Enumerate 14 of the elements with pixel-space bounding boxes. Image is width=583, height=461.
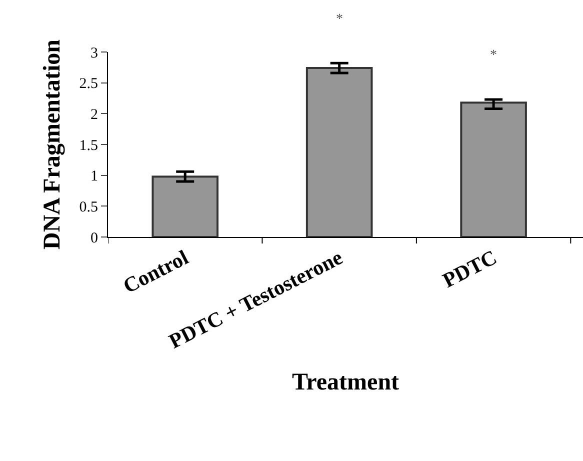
y-axis-title: DNA Fragmentation — [39, 40, 66, 250]
annotation: * — [490, 48, 497, 63]
y-tick-label: 1.5 — [79, 138, 98, 154]
y-tick-label: 0.5 — [79, 199, 98, 216]
y-tick-label: 2 — [90, 106, 98, 123]
y-tick-label: 0 — [90, 230, 98, 246]
y-tick-label: 3 — [90, 45, 98, 62]
bar — [306, 67, 373, 237]
y-tick-label: 1 — [90, 168, 98, 185]
text: * — [336, 12, 343, 27]
x-axis-title: Treatment — [292, 370, 400, 396]
y-tick-label: 2.5 — [79, 76, 98, 92]
bar — [460, 102, 527, 237]
bar — [152, 176, 218, 237]
